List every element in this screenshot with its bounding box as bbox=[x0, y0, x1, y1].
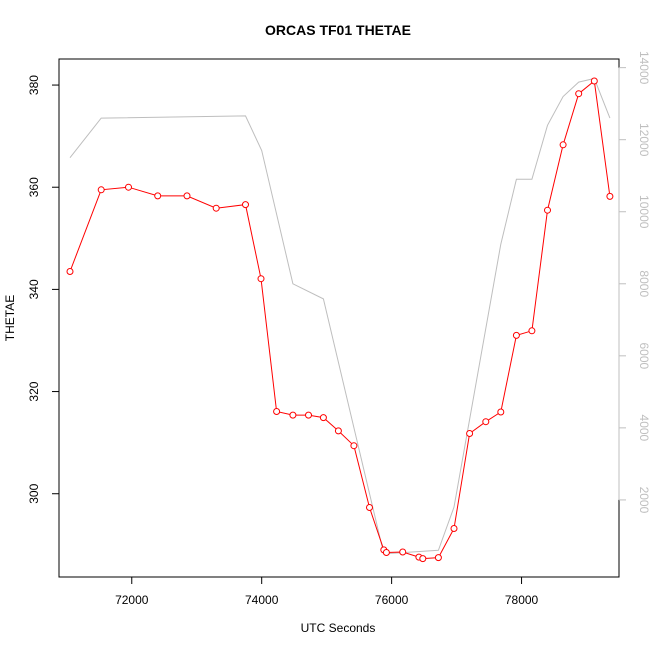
thetae-data-point bbox=[350, 442, 358, 450]
thetae-data-point bbox=[497, 408, 505, 416]
thetae-data-point bbox=[590, 77, 598, 85]
thetae-data-point bbox=[419, 555, 427, 563]
thetae-data-point bbox=[305, 411, 312, 419]
thetae-data-point bbox=[606, 192, 614, 200]
y-tick-label: 320 bbox=[27, 381, 41, 401]
thetae-data-point bbox=[289, 411, 297, 419]
thetae-data-point bbox=[154, 192, 162, 200]
y2-tick-label: 6000 bbox=[637, 342, 650, 369]
x-tick-label: 72000 bbox=[115, 593, 149, 607]
thetae-data-point bbox=[366, 504, 373, 511]
x-axis-label: UTC Seconds bbox=[301, 621, 376, 635]
thetae-data-point bbox=[66, 268, 74, 275]
y-tick-label: 300 bbox=[27, 483, 41, 503]
thetae-data-point bbox=[382, 549, 390, 556]
thetae-data-point bbox=[334, 427, 342, 435]
y-tick-label: 340 bbox=[27, 279, 41, 299]
y-axis-right: 2000 4000 6000 8000 10000 12000 14000 bbox=[618, 51, 650, 514]
x-tick-label: 78000 bbox=[505, 593, 539, 607]
y-tick-label: 360 bbox=[27, 177, 41, 197]
x-axis: 72000 74000 76000 78000 bbox=[115, 576, 539, 607]
thetae-data-point bbox=[257, 275, 265, 283]
y-axis-label: THETAE bbox=[3, 295, 17, 341]
y-axis-left: 300 320 340 360 380 bbox=[27, 75, 60, 504]
thetae-data-point bbox=[399, 548, 407, 556]
y2-tick-label: 14000 bbox=[637, 51, 650, 85]
y2-tick-label: 4000 bbox=[637, 415, 650, 442]
secondary-series-line bbox=[69, 77, 611, 555]
thetae-data-point bbox=[450, 525, 458, 532]
series-layer bbox=[66, 77, 614, 563]
thetae-data-point bbox=[97, 186, 105, 194]
y-tick-label: 380 bbox=[27, 75, 41, 95]
plot-frame bbox=[58, 58, 620, 578]
thetae-data-point bbox=[559, 141, 567, 149]
thetae-data-point bbox=[273, 408, 281, 415]
thetae-data-point bbox=[212, 204, 220, 212]
thetae-data-point bbox=[319, 414, 327, 422]
y2-tick-label: 12000 bbox=[637, 123, 650, 157]
thetae-data-point bbox=[528, 327, 536, 335]
x-tick-label: 74000 bbox=[245, 593, 279, 607]
thetae-data-point bbox=[183, 192, 191, 200]
thetae-data-point bbox=[125, 183, 132, 191]
y2-tick-label: 8000 bbox=[637, 270, 650, 297]
thetae-data-point bbox=[544, 206, 551, 214]
chart-title: ORCAS TF01 THETAE bbox=[265, 22, 411, 38]
thetae-series-line bbox=[69, 80, 611, 560]
thetae-data-point bbox=[575, 90, 583, 98]
thetae-data-point bbox=[434, 554, 442, 562]
thetae-data-point bbox=[466, 430, 474, 437]
thetae-data-point bbox=[482, 418, 490, 426]
thetae-data-point bbox=[242, 201, 249, 209]
thetae-data-point bbox=[512, 331, 520, 339]
y2-tick-label: 10000 bbox=[637, 195, 650, 229]
x-tick-label: 76000 bbox=[375, 593, 409, 607]
y2-tick-label: 2000 bbox=[637, 487, 650, 514]
